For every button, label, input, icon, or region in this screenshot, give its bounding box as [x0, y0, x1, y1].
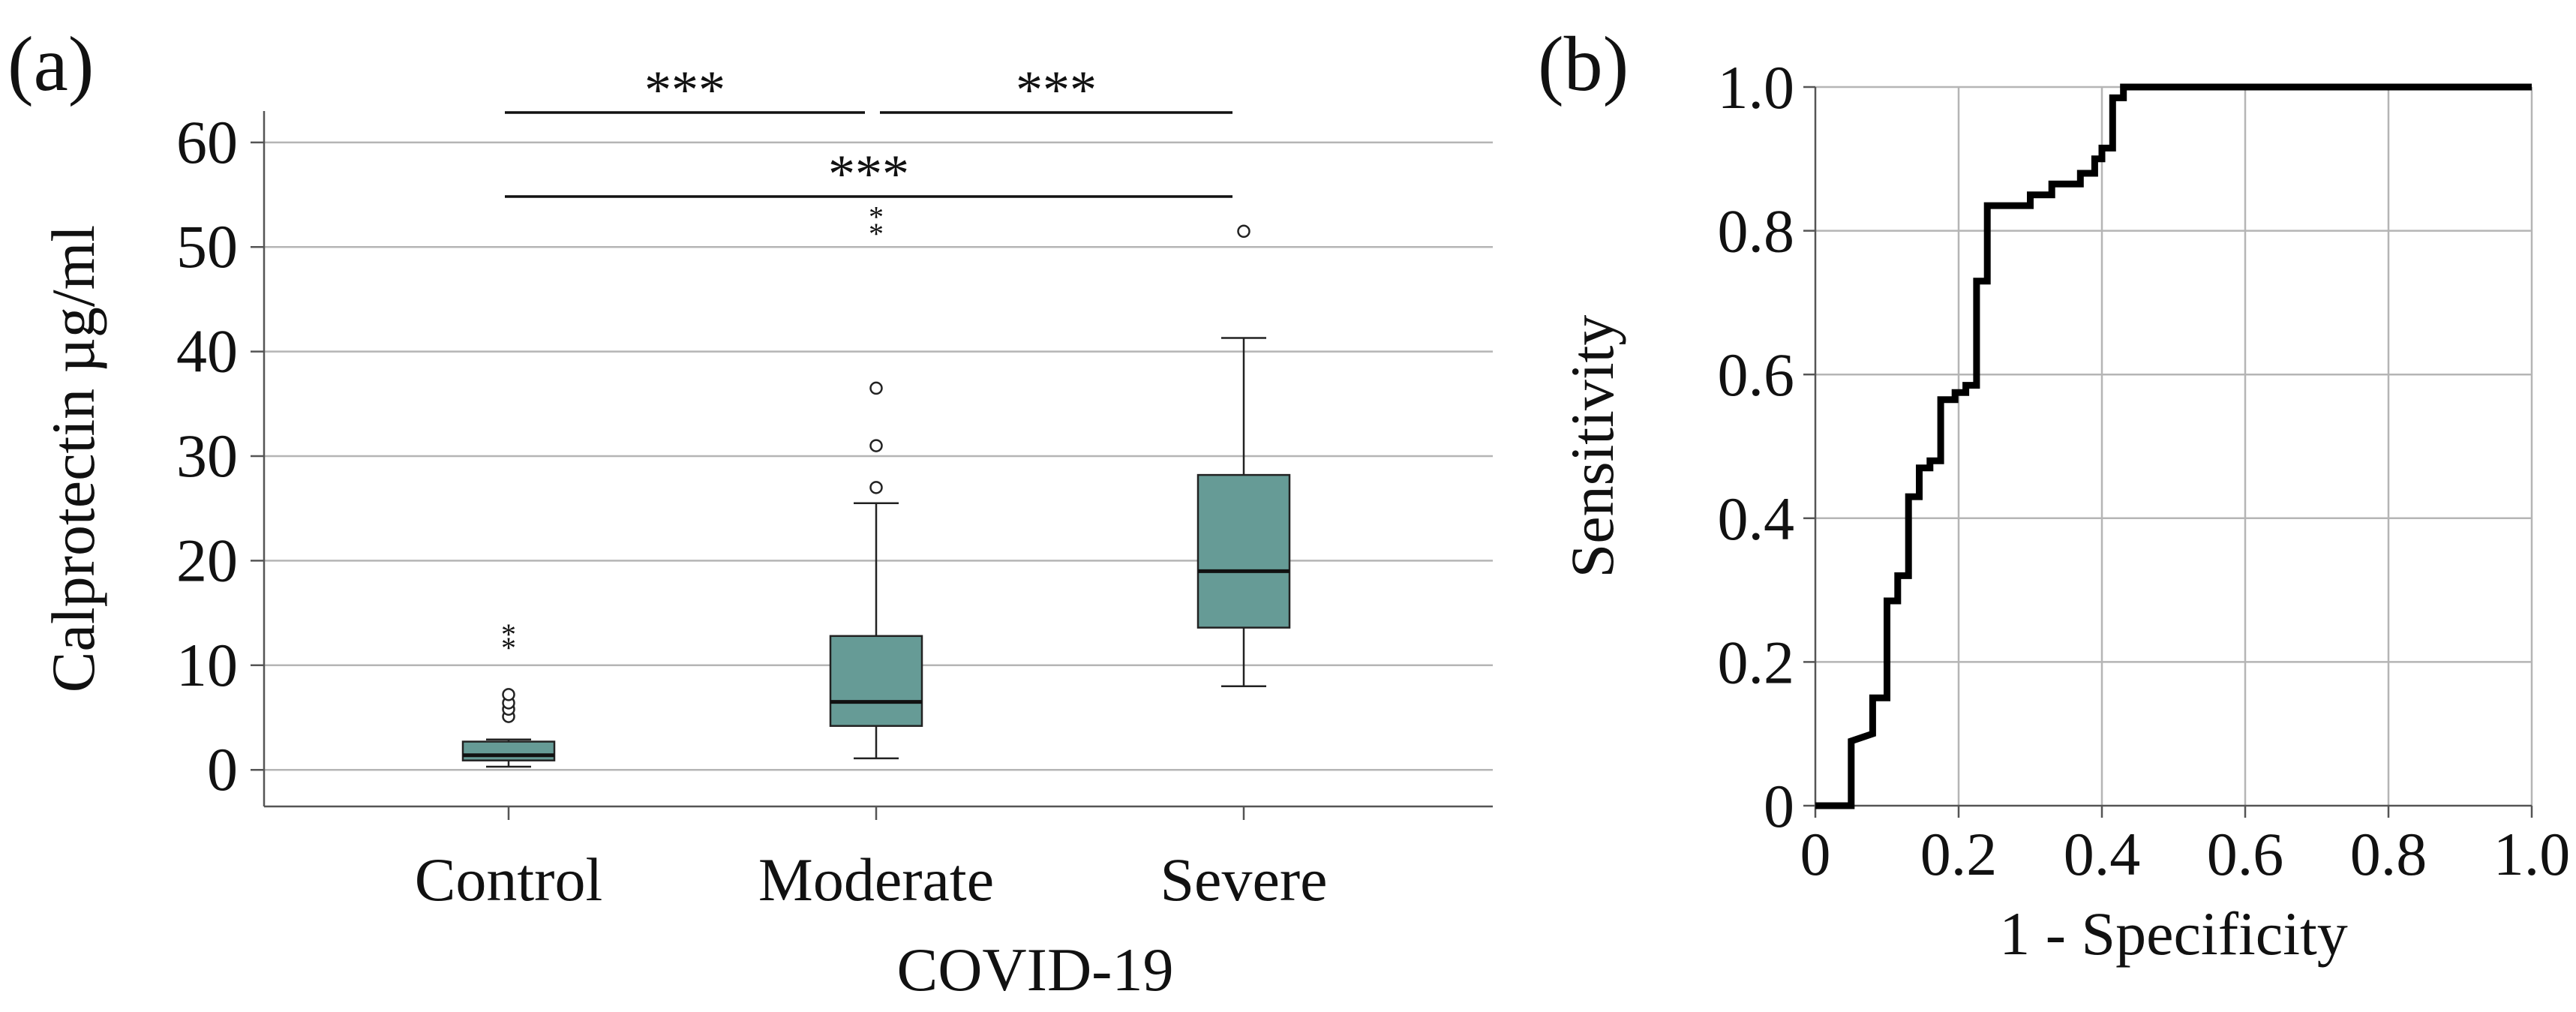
significance-label: ***	[828, 144, 909, 204]
x-tick-label: 0.6	[2207, 820, 2284, 888]
boxplot-boxes: ****	[461, 200, 1291, 768]
significance-label: ***	[644, 60, 725, 120]
x-tick-label: 0.4	[2064, 820, 2141, 888]
extreme-point: *	[869, 200, 884, 234]
y-tick-label: 10	[176, 631, 238, 699]
outlier-point	[869, 381, 883, 395]
outlier-point	[1237, 224, 1250, 239]
y-tick-label: 1.0	[1718, 53, 1795, 122]
y-tick-label: 30	[176, 422, 238, 490]
x-tick-label: 0.8	[2350, 820, 2427, 888]
y-tick-label: 40	[176, 317, 238, 386]
y-tick-label: 0	[207, 735, 238, 803]
box-iqr	[1196, 473, 1291, 629]
outlier-point	[869, 481, 883, 494]
significance-label: ***	[1016, 60, 1097, 120]
x-tick-label: 1.0	[2493, 820, 2571, 888]
y-tick-label: 0.4	[1718, 485, 1795, 553]
significance-brackets: *** *** ***	[505, 60, 1232, 204]
category-label: Moderate	[758, 845, 994, 914]
y-tick-label: 0.8	[1718, 197, 1795, 266]
x-tick-label: 0.2	[1920, 820, 1998, 888]
extreme-point: *	[869, 217, 884, 251]
y-tick-label: 0	[1764, 772, 1794, 840]
box-iqr	[829, 635, 923, 727]
outlier-point	[502, 688, 515, 701]
category-label: Severe	[1160, 845, 1327, 914]
extreme-point: *	[501, 631, 516, 665]
roc-x-axis-title: 1 - Specificity	[1999, 899, 2348, 968]
roc-panel: (b) 0 0.2 0.4 0.6 0.8 1.0 0 0.2 0.4 0.6 0.8 1.0 1 …	[1538, 21, 2570, 968]
roc-gridlines	[1815, 86, 2533, 806]
boxplot-axes	[251, 111, 1493, 820]
outlier-point	[869, 439, 883, 452]
roc-x-ticks: 0 0.2 0.4 0.6 0.8 1.0	[1800, 820, 2571, 888]
category-label: Control	[415, 845, 603, 914]
roc-axes	[1803, 86, 2533, 818]
panel-b-label: (b)	[1538, 21, 1629, 107]
x-tick-label: 0	[1800, 820, 1831, 888]
category-labels: Control Moderate Severe	[415, 845, 1328, 914]
box-moderate: **	[829, 200, 923, 760]
boxplot-y-axis-title: Calprotectin µg/ml	[39, 225, 107, 692]
boxplot-gridlines	[264, 141, 1493, 771]
panel-a-label: (a)	[8, 21, 94, 107]
roc-curve	[1815, 83, 2532, 809]
box-severe	[1196, 224, 1291, 687]
roc-y-ticks: 0 0.2 0.4 0.6 0.8 1.0	[1718, 53, 1795, 840]
y-tick-label: 20	[176, 526, 238, 594]
y-tick-label: 50	[176, 212, 238, 281]
y-tick-label: 0.2	[1718, 628, 1795, 696]
box-iqr	[461, 740, 556, 761]
extreme-point: *	[501, 617, 516, 651]
box-control: **	[461, 617, 556, 768]
y-tick-label: 0.6	[1718, 341, 1795, 409]
boxplot-x-axis-title: COVID-19	[897, 935, 1174, 1004]
y-tick-label: 60	[176, 108, 238, 176]
boxplot-y-ticks: 0 10 20 30 40 50 60	[176, 108, 238, 803]
roc-y-axis-title: Sensitivity	[1558, 315, 1626, 578]
